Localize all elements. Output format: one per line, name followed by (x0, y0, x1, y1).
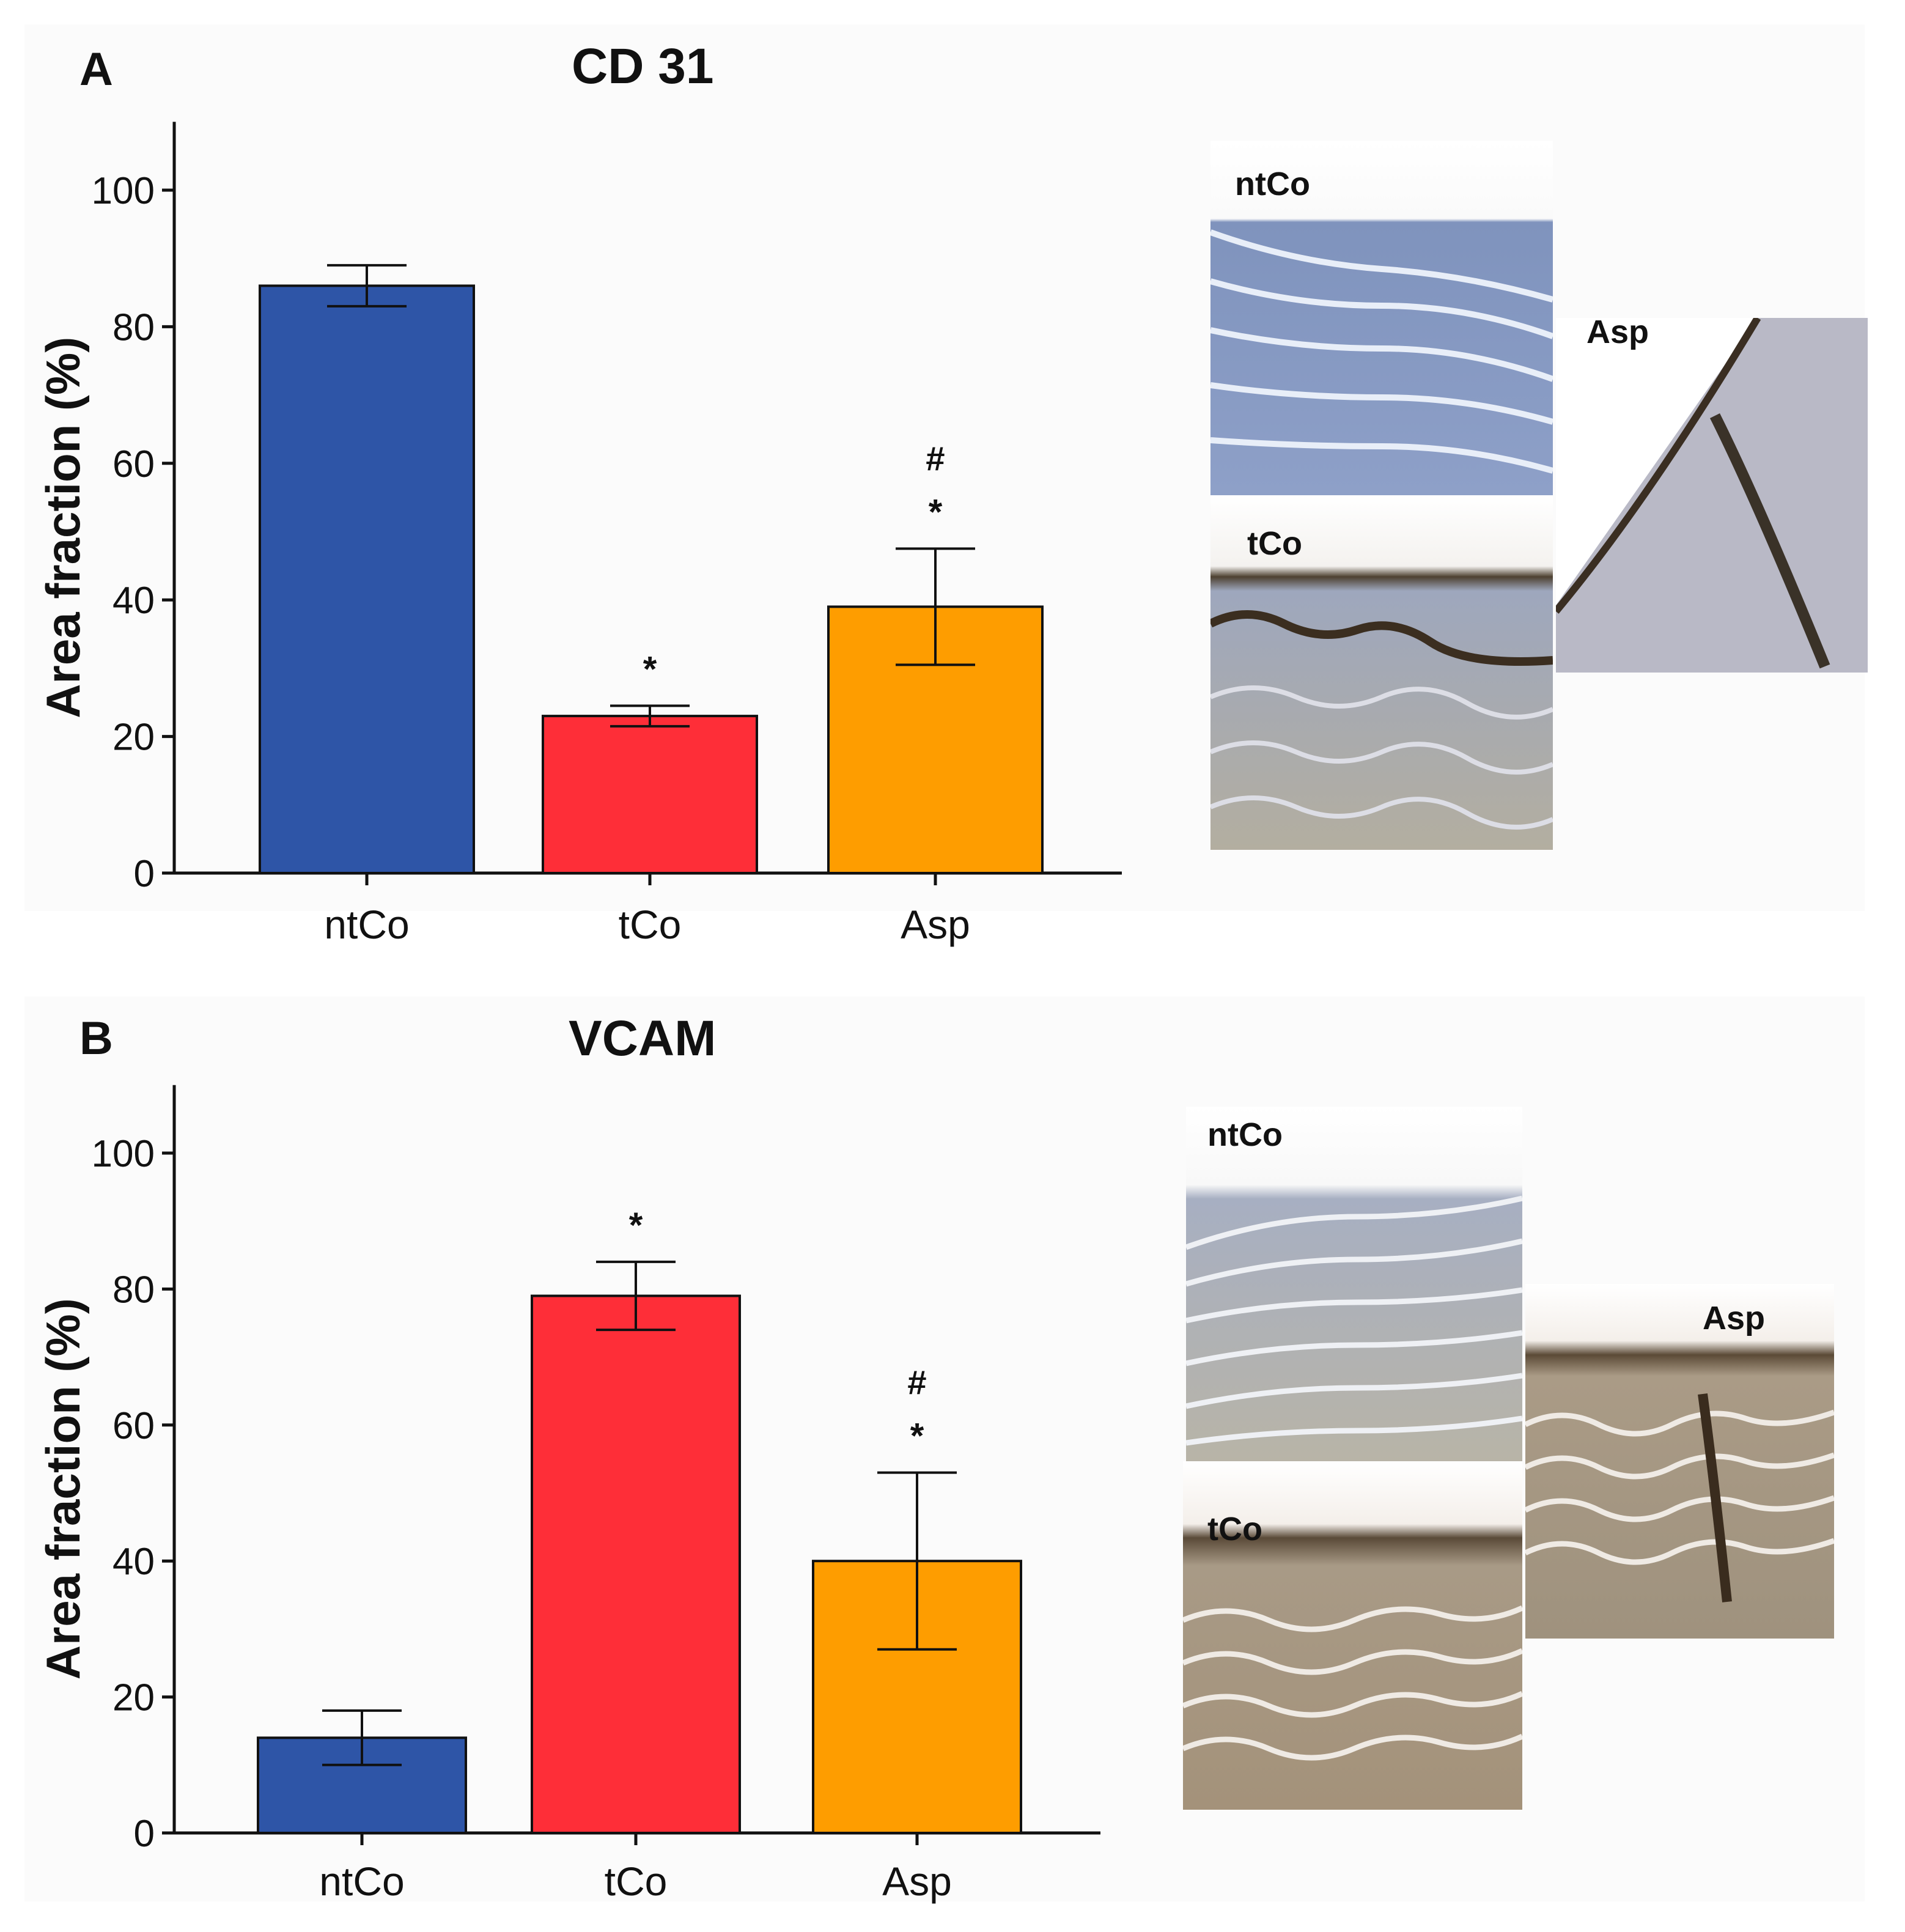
vcam-y-axis-label: Area fraction (%) (36, 1298, 90, 1679)
vcam-y-tick-label: 0 (134, 1813, 155, 1855)
cd31-y-tick-label: 100 (92, 170, 155, 212)
cd31-bar-chart: 0 20 40 60 80 100 Area fraction (%) ntCo * tCo * # A… (36, 122, 1122, 947)
vcam-y-tick-label: 40 (112, 1541, 155, 1583)
cd31-y-tick-label: 80 (112, 306, 155, 348)
cd31-significance-marker-asp: # (926, 439, 945, 477)
cd31-y-tick-label: 20 (112, 717, 155, 759)
vcam-x-tick-label-asp: Asp (882, 1859, 952, 1904)
micrograph-a-asp (1553, 315, 1868, 673)
vcam-significance-marker-asp: # (907, 1363, 926, 1402)
cd31-y-tick-label: 0 (134, 853, 155, 895)
micrograph-b-ntco-label: ntCo (1207, 1116, 1283, 1153)
vcam-x-tick-label-tco: tCo (605, 1859, 668, 1904)
micrograph-a-tco-label: tCo (1247, 525, 1302, 562)
vcam-y-tick-label: 100 (92, 1133, 155, 1175)
vcam-significance-marker-asp: * (910, 1417, 924, 1456)
panel-a-title: CD 31 (572, 39, 714, 94)
micrograph-a-tco (1208, 495, 1554, 850)
cd31-significance-marker-tco: * (643, 649, 657, 689)
vcam-x-tick-label-ntco: ntCo (319, 1859, 404, 1904)
micrograph-b-asp-label: Asp (1703, 1300, 1766, 1337)
cd31-significance-marker-asp: * (929, 492, 943, 532)
micrograph-a-ntco (1209, 141, 1554, 495)
cd31-x-tick-label-ntco: ntCo (324, 902, 409, 947)
vcam-bar-chart: 0 20 40 60 80 100 Area fraction (%) ntCo * tCo * # A… (36, 1085, 1100, 1904)
micrograph-b-ntco (1185, 1107, 1524, 1461)
panel-a-letter: A (79, 43, 113, 95)
panel-b-title: VCAM (569, 1011, 717, 1066)
cd31-bar-tco (542, 715, 758, 874)
cd31-x-tick-label-tco: tCo (619, 902, 682, 947)
cd31-bar-ntco (259, 284, 475, 874)
vcam-y-tick-label: 60 (112, 1405, 155, 1447)
micrograph-b-tco-label: tCo (1207, 1511, 1262, 1547)
vcam-significance-marker-tco: * (629, 1206, 643, 1245)
micrograph-b-asp (1524, 1284, 1835, 1639)
cd31-y-axis-label: Area fraction (%) (36, 337, 90, 718)
vcam-y-tick-label: 20 (112, 1677, 155, 1719)
micrograph-a-ntco-label: ntCo (1235, 166, 1310, 202)
cd31-y-tick-label: 60 (112, 443, 155, 485)
cd31-x-tick-label-asp: Asp (901, 902, 970, 947)
cd31-y-tick-label: 40 (112, 580, 155, 622)
vcam-bar-tco (531, 1294, 741, 1834)
micrograph-b-tco (1182, 1461, 1524, 1810)
vcam-y-tick-label: 80 (112, 1269, 155, 1311)
panel-b-letter: B (79, 1012, 113, 1064)
micrograph-a-asp-label: Asp (1586, 314, 1649, 350)
